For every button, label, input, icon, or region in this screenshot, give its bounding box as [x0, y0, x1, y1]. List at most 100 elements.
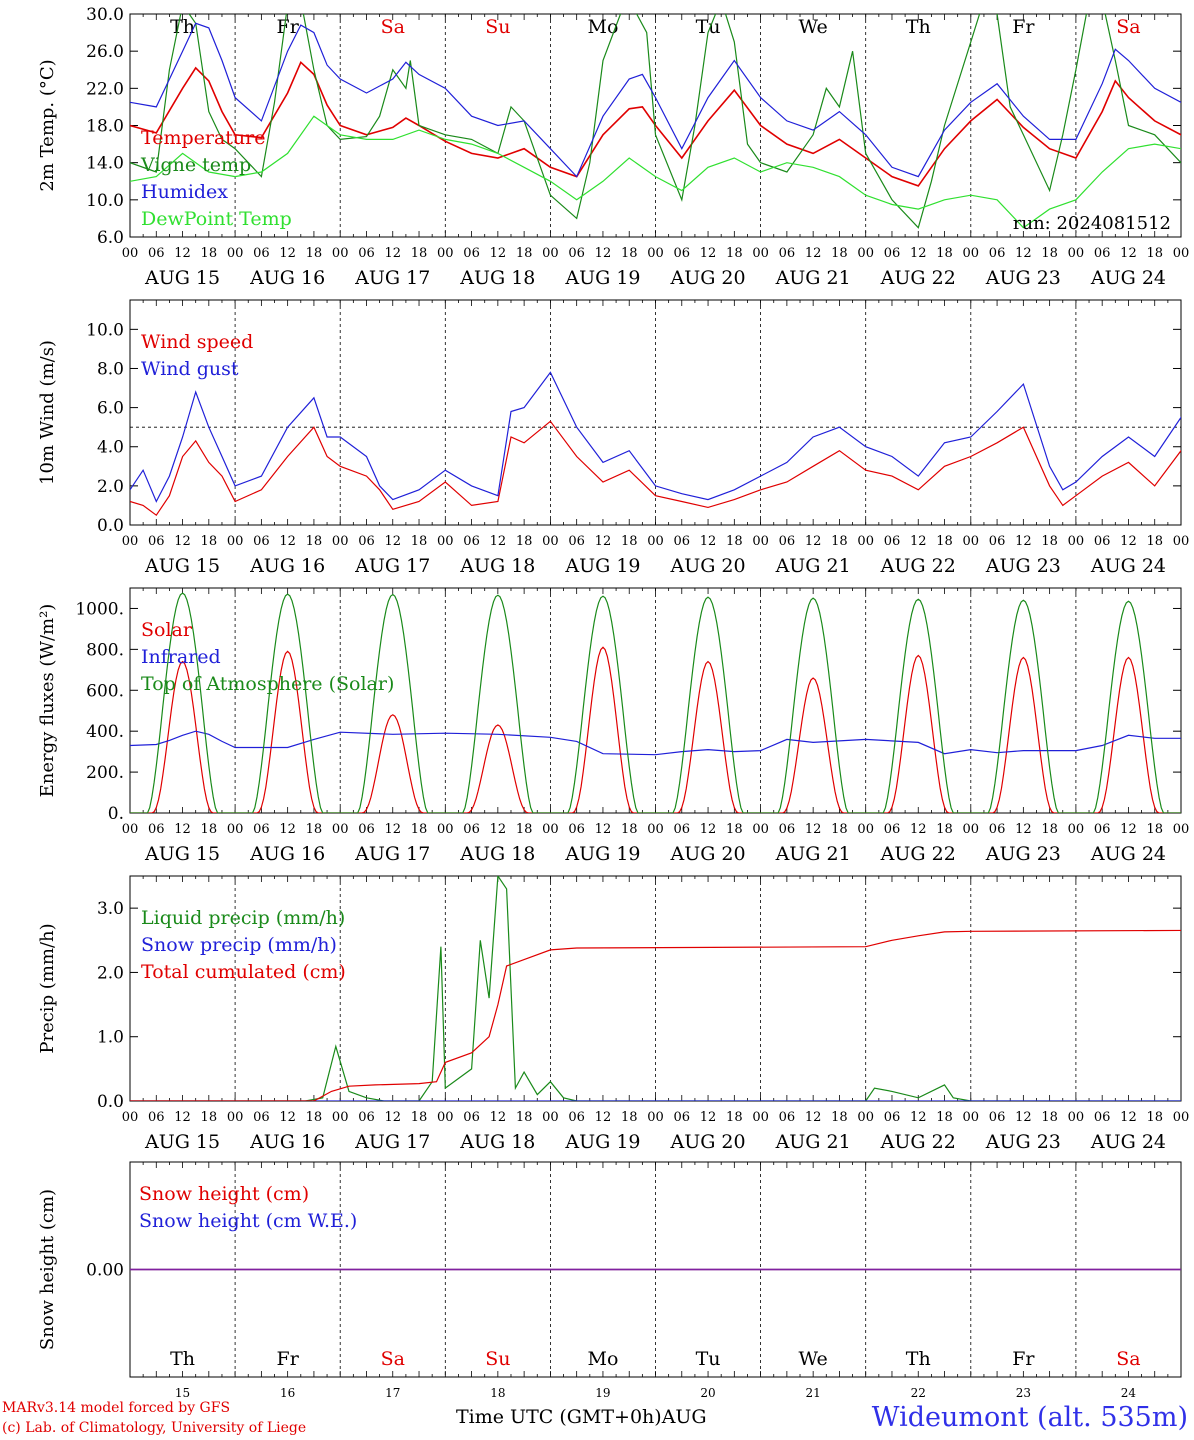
panel-wind: 0.0 2.0 4.0 6.0 8.0 10.0 10m Wind (m/s) 00 06 12 1… — [37, 299, 1189, 577]
date-label: AUG 20 — [669, 1131, 745, 1153]
date-label: AUG 22 — [880, 1131, 956, 1153]
hour-label: 06 — [568, 246, 585, 261]
series-line — [130, 929, 1181, 1101]
hour-label: 12 — [595, 1110, 612, 1125]
date-label: AUG 15 — [144, 267, 220, 289]
y-axis-label: Precip (mm/h) — [37, 923, 58, 1053]
date-label: AUG 17 — [354, 1131, 430, 1153]
weekday-label: We — [799, 1348, 828, 1370]
day-number: 18 — [490, 1386, 505, 1400]
hour-label: 18 — [201, 1110, 218, 1125]
hour-label: 00 — [647, 246, 664, 261]
hour-label: 18 — [621, 246, 638, 261]
day-number: 19 — [595, 1386, 610, 1400]
hour-label: 12 — [805, 822, 822, 837]
hour-label: 00 — [332, 822, 349, 837]
panel-temp: 6.0 10.0 14.0 18.0 22.0 26.0 30.0 2m Temp. (°C)… — [37, 5, 1189, 289]
legend-entry: Humidex — [141, 181, 228, 203]
hour-label: 12 — [490, 246, 507, 261]
series-line — [130, 420, 1181, 517]
hour-label: 06 — [463, 534, 480, 549]
hour-label: 12 — [1015, 1110, 1032, 1125]
hour-label: 12 — [700, 1110, 717, 1125]
hour-label: 12 — [384, 246, 401, 261]
day-number: 15 — [175, 1386, 190, 1400]
series-group — [130, 592, 1181, 813]
hour-label: 00 — [752, 246, 769, 261]
y-tick-label: 6.0 — [97, 228, 124, 248]
credit-line-2: (c) Lab. of Climatology, University of L… — [2, 1420, 307, 1436]
hour-label: 00 — [1173, 822, 1190, 837]
date-label: AUG 19 — [564, 267, 640, 289]
hour-label: 18 — [201, 246, 218, 261]
series-line — [130, 22, 1181, 178]
hour-label: 12 — [174, 246, 191, 261]
hour-label: 00 — [437, 534, 454, 549]
hour-label: 18 — [831, 534, 848, 549]
hour-label: 06 — [1094, 822, 1111, 837]
hour-label: 12 — [174, 822, 191, 837]
y-tick-label: 10.0 — [86, 191, 124, 211]
date-label: AUG 18 — [459, 843, 535, 865]
legend-entry: Wind gust — [141, 358, 239, 380]
day-number: 23 — [1016, 1386, 1031, 1400]
hour-label: 12 — [279, 246, 296, 261]
hour-label: 18 — [1146, 534, 1163, 549]
hour-label: 06 — [463, 822, 480, 837]
date-label: AUG 17 — [354, 843, 430, 865]
hour-label: 18 — [201, 534, 218, 549]
date-label: AUG 17 — [354, 555, 430, 577]
legend-entry: Solar — [141, 619, 193, 641]
series-line — [130, 730, 1181, 756]
hour-label: 18 — [306, 534, 323, 549]
hour-label: 00 — [542, 246, 559, 261]
hour-label: 06 — [148, 246, 165, 261]
date-label: AUG 18 — [459, 267, 535, 289]
date-label: AUG 15 — [144, 1131, 220, 1153]
hour-label: 12 — [910, 246, 927, 261]
hour-label: 12 — [700, 246, 717, 261]
y-axis-label: Energy fluxes (W/m²) — [37, 604, 58, 798]
hour-label: 18 — [726, 246, 743, 261]
day-number: 16 — [280, 1386, 295, 1400]
y-tick-label: 6.0 — [97, 399, 124, 419]
panel-precip: 0.0 1.0 2.0 3.0 Precip (mm/h) 00 06 12 18 AUG 15 0… — [37, 875, 1189, 1153]
weekday-label: Tu — [696, 1348, 721, 1370]
legend-entry: Top of Atmosphere (Solar) — [141, 673, 394, 695]
hour-label: 18 — [726, 534, 743, 549]
legend-entry: Liquid precip (mm/h) — [141, 907, 345, 929]
hour-label: 18 — [411, 534, 428, 549]
hour-label: 06 — [463, 246, 480, 261]
y-tick-label: 30.0 — [86, 5, 124, 25]
hour-label: 18 — [831, 246, 848, 261]
hour-label: 18 — [516, 1110, 533, 1125]
hour-label: 12 — [384, 822, 401, 837]
date-label: AUG 23 — [985, 843, 1061, 865]
date-label: AUG 21 — [775, 843, 851, 865]
hour-label: 18 — [1041, 822, 1058, 837]
hour-label: 18 — [516, 246, 533, 261]
hour-label: 06 — [779, 1110, 796, 1125]
date-label: AUG 24 — [1090, 1131, 1166, 1153]
legend-entry: Temperature — [141, 127, 265, 149]
hour-label: 06 — [989, 534, 1006, 549]
legend-entry: Wind speed — [141, 331, 253, 353]
y-tick-label: 18.0 — [86, 117, 124, 137]
hour-label: 06 — [674, 534, 691, 549]
weekday-label: Th — [906, 16, 931, 38]
hour-label: 12 — [490, 534, 507, 549]
hour-label: 12 — [595, 822, 612, 837]
y-tick-label: 0.00 — [86, 1261, 124, 1281]
y-tick-label: 2.0 — [97, 963, 124, 983]
hour-label: 06 — [779, 822, 796, 837]
hour-label: 18 — [936, 1110, 953, 1125]
hour-label: 06 — [989, 246, 1006, 261]
hour-label: 06 — [568, 1110, 585, 1125]
hour-label: 12 — [595, 534, 612, 549]
hour-label: 00 — [752, 822, 769, 837]
weekday-label: Tu — [696, 16, 721, 38]
date-label: AUG 20 — [669, 267, 745, 289]
date-label: AUG 23 — [985, 267, 1061, 289]
series-line — [130, 371, 1181, 503]
